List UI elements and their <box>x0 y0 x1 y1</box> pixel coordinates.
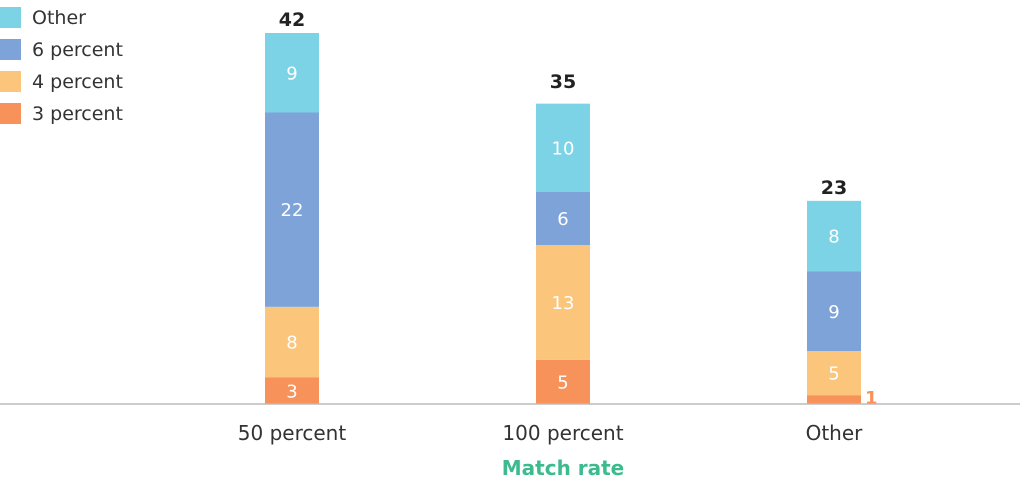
x-tick-labels: 50 percent 100 percent Other <box>238 421 863 445</box>
bar-100-percent-other <box>536 103 590 192</box>
legend-swatch-other <box>0 7 21 28</box>
legend-label-other: Other <box>32 7 86 29</box>
data-label-other-3-percent: 1 <box>865 388 878 409</box>
data-label-50-percent-6-percent: 22 <box>281 200 304 221</box>
x-tick-label-100-percent: 100 percent <box>502 421 623 445</box>
data-label-other-6-percent: 9 <box>828 302 839 323</box>
total-label-other: 23 <box>821 177 847 199</box>
data-label-other-other: 8 <box>828 227 839 248</box>
legend-label-4-percent: 4 percent <box>32 71 123 93</box>
data-label-50-percent-3-percent: 3 <box>286 381 297 402</box>
legend-label-6-percent: 6 percent <box>32 39 123 61</box>
data-label-100-percent-other: 10 <box>552 138 575 159</box>
legend: Other 6 percent 4 percent 3 percent <box>0 7 123 125</box>
legend-swatch-3-percent <box>0 103 21 124</box>
data-label-100-percent-4-percent: 13 <box>552 293 575 314</box>
data-label-100-percent-3-percent: 5 <box>557 372 568 393</box>
legend-swatch-6-percent <box>0 39 21 60</box>
bar-other-3-percent <box>807 395 861 404</box>
total-label-100-percent: 35 <box>550 71 576 93</box>
legend-swatch-4-percent <box>0 71 21 92</box>
bar-100-percent-4-percent <box>536 245 590 360</box>
bar-50-percent-4-percent <box>265 306 319 378</box>
bar-100-percent-6-percent <box>536 192 590 245</box>
bar-50-percent-6-percent <box>265 112 319 307</box>
data-label-50-percent-other: 9 <box>286 63 297 84</box>
x-tick-label-50-percent: 50 percent <box>238 421 347 445</box>
data-label-50-percent-4-percent: 8 <box>286 333 297 354</box>
bar-100-percent-3-percent <box>536 359 590 404</box>
bar-other-6-percent <box>807 271 861 351</box>
total-label-50-percent: 42 <box>279 9 305 31</box>
bars: 3 8 22 9 42 5 13 6 10 35 1 5 9 8 23 <box>265 9 878 409</box>
bar-other-other <box>807 200 861 272</box>
legend-label-3-percent: 3 percent <box>32 103 123 125</box>
bar-other-4-percent <box>807 351 861 396</box>
x-axis-title: Match rate <box>502 456 625 480</box>
bar-50-percent-other <box>265 33 319 113</box>
data-label-other-4-percent: 5 <box>828 364 839 385</box>
bar-50-percent-3-percent <box>265 377 319 404</box>
x-tick-label-other: Other <box>806 421 864 445</box>
data-label-100-percent-6-percent: 6 <box>557 209 568 230</box>
